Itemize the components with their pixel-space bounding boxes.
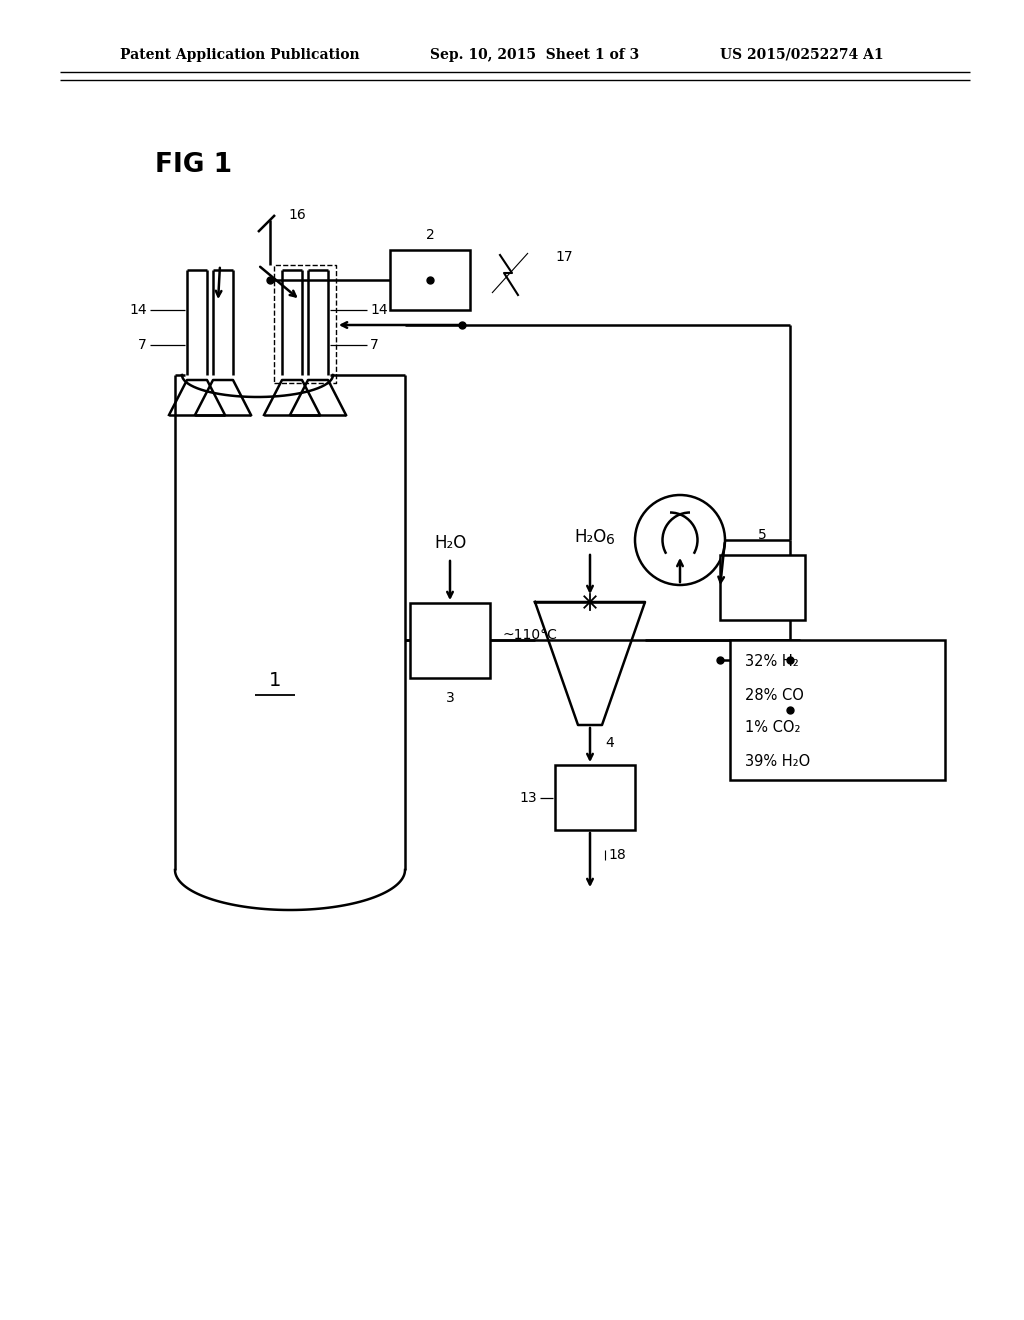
Text: 18: 18	[608, 847, 626, 862]
Text: 1% CO₂: 1% CO₂	[745, 721, 801, 735]
Text: 28% CO: 28% CO	[745, 688, 804, 702]
Text: US 2015/0252274 A1: US 2015/0252274 A1	[720, 48, 884, 62]
Text: 16: 16	[288, 209, 306, 222]
Text: 39% H₂O: 39% H₂O	[745, 754, 810, 768]
Text: ~110°C: ~110°C	[502, 628, 557, 642]
Bar	[730, 640, 945, 780]
Text: 32% H₂: 32% H₂	[745, 655, 799, 669]
Bar	[720, 554, 805, 620]
Text: Patent Application Publication: Patent Application Publication	[120, 48, 359, 62]
Text: Sep. 10, 2015  Sheet 1 of 3: Sep. 10, 2015 Sheet 1 of 3	[430, 48, 639, 62]
Text: 13: 13	[519, 791, 537, 805]
Text: H₂O: H₂O	[434, 535, 466, 552]
Text: 1: 1	[269, 671, 282, 689]
Bar	[410, 603, 490, 678]
Bar	[555, 766, 635, 830]
Text: 7: 7	[370, 338, 379, 352]
Bar	[390, 249, 470, 310]
Text: 3: 3	[445, 690, 455, 705]
Text: 6: 6	[606, 533, 615, 546]
Text: 4: 4	[605, 737, 613, 750]
Text: 17: 17	[555, 249, 572, 264]
Text: 2: 2	[426, 228, 434, 242]
Text: 7: 7	[138, 338, 147, 352]
Text: 14: 14	[129, 304, 147, 317]
Text: H₂O: H₂O	[573, 528, 606, 546]
Text: FIG 1: FIG 1	[155, 152, 232, 178]
Text: 14: 14	[370, 304, 388, 317]
Text: 5: 5	[758, 528, 766, 543]
